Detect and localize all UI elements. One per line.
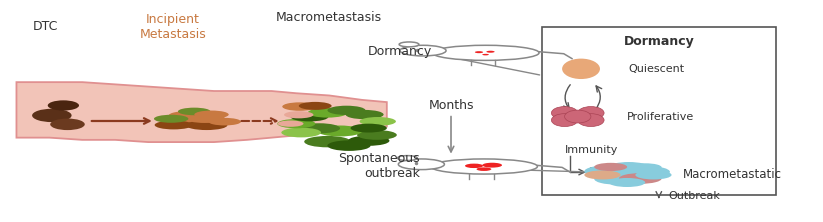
- Ellipse shape: [165, 116, 210, 127]
- Ellipse shape: [328, 106, 365, 115]
- Ellipse shape: [299, 102, 332, 110]
- Ellipse shape: [351, 124, 387, 133]
- Ellipse shape: [277, 121, 304, 127]
- Ellipse shape: [593, 165, 662, 183]
- Ellipse shape: [562, 59, 600, 79]
- Text: Proliferative: Proliferative: [627, 111, 695, 122]
- Ellipse shape: [551, 107, 578, 119]
- Ellipse shape: [360, 117, 396, 126]
- Ellipse shape: [477, 167, 491, 171]
- Ellipse shape: [194, 111, 229, 119]
- Ellipse shape: [624, 166, 670, 178]
- Ellipse shape: [318, 125, 362, 137]
- Ellipse shape: [186, 120, 227, 130]
- Ellipse shape: [50, 119, 85, 130]
- Ellipse shape: [154, 115, 188, 123]
- Ellipse shape: [299, 123, 340, 133]
- Ellipse shape: [475, 51, 483, 53]
- Ellipse shape: [305, 136, 351, 147]
- Ellipse shape: [282, 102, 317, 111]
- Ellipse shape: [169, 111, 205, 120]
- Text: Quiescent: Quiescent: [629, 64, 685, 74]
- Ellipse shape: [328, 140, 370, 151]
- Ellipse shape: [609, 162, 649, 172]
- Ellipse shape: [482, 54, 489, 55]
- Ellipse shape: [430, 159, 537, 174]
- Ellipse shape: [486, 51, 495, 53]
- Text: DTC: DTC: [33, 20, 58, 33]
- Ellipse shape: [346, 110, 384, 119]
- Ellipse shape: [594, 163, 627, 171]
- Ellipse shape: [357, 130, 397, 140]
- Ellipse shape: [578, 114, 604, 127]
- Ellipse shape: [465, 164, 483, 168]
- Ellipse shape: [398, 159, 444, 170]
- Ellipse shape: [398, 156, 417, 161]
- Ellipse shape: [284, 111, 314, 118]
- Ellipse shape: [277, 119, 315, 128]
- Ellipse shape: [565, 110, 591, 123]
- Ellipse shape: [551, 114, 578, 127]
- Ellipse shape: [348, 136, 389, 146]
- Text: Clearance: Clearance: [588, 167, 644, 177]
- Ellipse shape: [281, 128, 321, 137]
- Text: Macrometastatic: Macrometastatic: [683, 168, 782, 180]
- Ellipse shape: [594, 173, 640, 185]
- Text: Spontaneous
outbreak: Spontaneous outbreak: [338, 152, 420, 180]
- Text: Dormancy: Dormancy: [368, 45, 432, 58]
- Ellipse shape: [584, 165, 634, 178]
- Polygon shape: [16, 82, 387, 142]
- Text: Outbreak: Outbreak: [668, 191, 721, 202]
- Ellipse shape: [399, 42, 419, 47]
- FancyBboxPatch shape: [542, 27, 776, 195]
- Ellipse shape: [432, 45, 539, 60]
- Text: Immunity: Immunity: [565, 145, 618, 155]
- Ellipse shape: [400, 45, 446, 56]
- Ellipse shape: [629, 163, 662, 171]
- Ellipse shape: [48, 100, 79, 111]
- Ellipse shape: [155, 121, 193, 129]
- Ellipse shape: [291, 112, 328, 121]
- Ellipse shape: [578, 107, 604, 119]
- Ellipse shape: [185, 114, 225, 123]
- Ellipse shape: [609, 178, 645, 187]
- Ellipse shape: [619, 173, 662, 184]
- Text: Incipient
Metastasis: Incipient Metastasis: [139, 13, 207, 41]
- Ellipse shape: [482, 163, 502, 168]
- Ellipse shape: [308, 108, 347, 118]
- Text: Macrometastasis: Macrometastasis: [277, 11, 382, 24]
- Ellipse shape: [584, 170, 621, 179]
- Text: Dormancy: Dormancy: [624, 35, 694, 48]
- Ellipse shape: [208, 118, 241, 125]
- Text: Months: Months: [428, 99, 474, 112]
- Ellipse shape: [635, 170, 672, 179]
- Ellipse shape: [32, 109, 72, 122]
- Ellipse shape: [178, 108, 211, 115]
